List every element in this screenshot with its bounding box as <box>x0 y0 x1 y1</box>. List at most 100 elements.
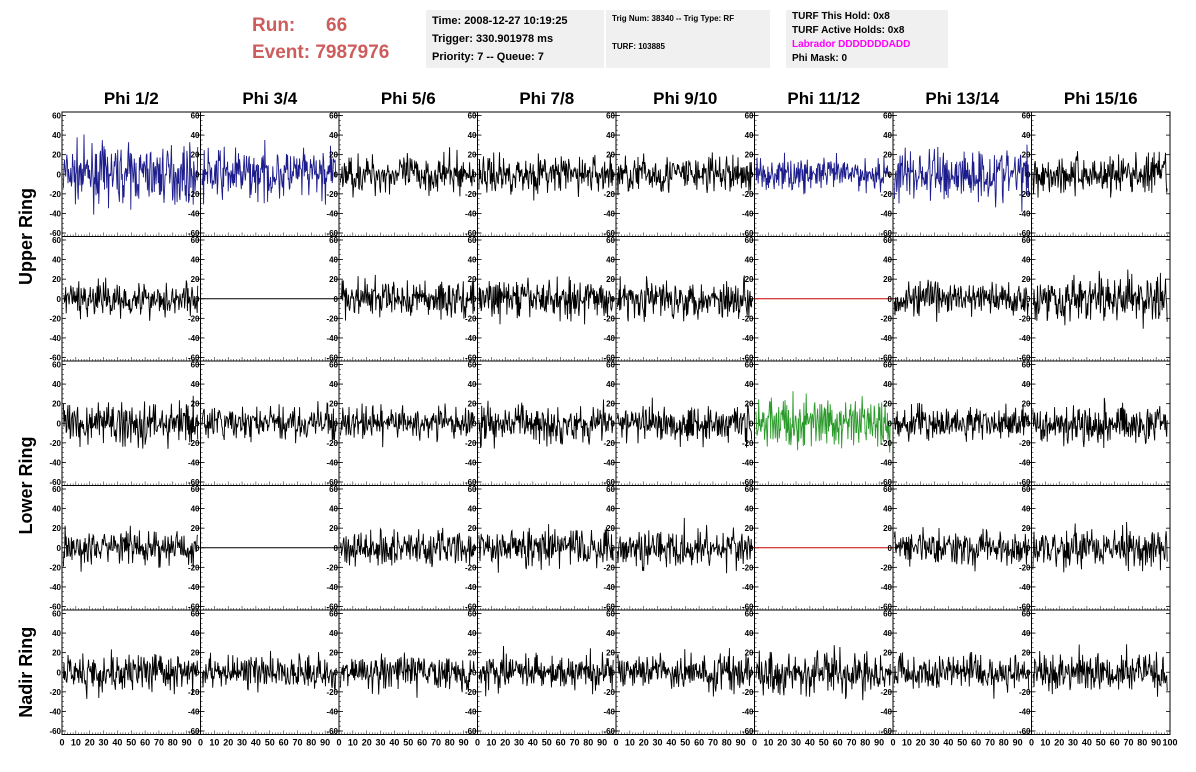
y-tick-label: 20 <box>745 649 754 658</box>
x-tick-label: 0 <box>475 738 480 748</box>
y-tick-label: -20 <box>49 439 61 448</box>
y-tick-label: 0 <box>888 668 893 677</box>
y-tick-label: 40 <box>191 256 200 265</box>
x-tick-label: 90 <box>597 738 607 748</box>
y-tick-label: -60 <box>1019 229 1031 238</box>
column-title: Phi 3/4 <box>242 89 297 108</box>
y-tick-label: 60 <box>606 361 615 370</box>
y-tick-label: -60 <box>603 603 615 612</box>
y-tick-label: -20 <box>465 563 477 572</box>
y-tick-label: 40 <box>329 505 338 514</box>
x-tick-label: 20 <box>500 738 510 748</box>
y-tick-label: -20 <box>1019 688 1031 697</box>
y-tick-label: -40 <box>326 334 338 343</box>
waveform-trace <box>201 650 337 693</box>
x-tick-label: 70 <box>985 738 995 748</box>
y-tick-label: 20 <box>883 151 892 160</box>
y-tick-label: -20 <box>326 563 338 572</box>
waveform-trace <box>478 152 614 201</box>
y-tick-label: 60 <box>606 236 615 245</box>
y-tick-label: 60 <box>1022 485 1031 494</box>
y-tick-label: 40 <box>191 629 200 638</box>
y-tick-label: 0 <box>1026 419 1031 428</box>
y-tick-label: -60 <box>880 727 892 736</box>
y-tick-label: 0 <box>334 668 339 677</box>
y-tick-label: 20 <box>606 151 615 160</box>
y-tick-label: 40 <box>745 380 754 389</box>
y-tick-label: -60 <box>188 478 200 487</box>
y-tick-label: 40 <box>52 380 61 389</box>
column-title: Phi 5/6 <box>381 89 436 108</box>
y-tick-label: -40 <box>1019 209 1031 218</box>
y-tick-label: -60 <box>49 727 61 736</box>
x-tick-label: 20 <box>916 738 926 748</box>
y-tick-label: 0 <box>749 668 754 677</box>
y-tick-label: 20 <box>52 649 61 658</box>
x-tick-label: 60 <box>140 738 150 748</box>
run-value: 66 <box>326 15 348 36</box>
y-tick-label: -40 <box>326 458 338 467</box>
y-tick-label: -20 <box>1019 190 1031 199</box>
waveform-trace <box>893 527 1030 572</box>
y-tick-label: 20 <box>883 649 892 658</box>
x-tick-label: 30 <box>237 738 247 748</box>
y-tick-label: 40 <box>883 380 892 389</box>
y-tick-label: -20 <box>742 563 754 572</box>
x-tick-label: 60 <box>417 738 427 748</box>
y-tick-label: 60 <box>329 485 338 494</box>
y-tick-label: 20 <box>468 275 477 284</box>
y-tick-label: -60 <box>326 603 338 612</box>
x-tick-label: 20 <box>639 738 649 748</box>
y-tick-label: -40 <box>742 707 754 716</box>
y-tick-label: 20 <box>745 524 754 533</box>
y-tick-label: -20 <box>465 314 477 323</box>
y-tick-label: 20 <box>52 524 61 533</box>
y-tick-label: 0 <box>334 295 339 304</box>
y-tick-label: 40 <box>606 629 615 638</box>
waveform-trace <box>339 274 476 321</box>
y-tick-label: -20 <box>880 190 892 199</box>
y-tick-label: -40 <box>49 583 61 592</box>
column-title: Phi 11/12 <box>787 89 860 108</box>
y-tick-label: -20 <box>188 439 200 448</box>
x-tick-label: 10 <box>625 738 635 748</box>
x-tick-label: 50 <box>957 738 967 748</box>
waveform-trace <box>339 652 476 698</box>
waveform-trace <box>478 399 614 449</box>
event-label: Event: <box>252 42 311 63</box>
y-tick-label: 20 <box>329 151 338 160</box>
x-tick-label: 0 <box>198 738 203 748</box>
y-tick-label: -40 <box>49 458 61 467</box>
x-tick-label: 40 <box>112 738 122 748</box>
x-tick-label: 30 <box>1068 738 1078 748</box>
y-tick-label: -40 <box>188 334 200 343</box>
y-tick-label: -20 <box>603 439 615 448</box>
y-tick-label: 20 <box>1022 275 1031 284</box>
waveform-trace <box>893 279 1030 322</box>
y-tick-label: 20 <box>606 400 615 409</box>
waveform-trace <box>616 517 753 574</box>
y-tick-label: 60 <box>52 485 61 494</box>
run-event-block: Run: 66 Event: 7987976 <box>252 12 389 66</box>
y-tick-label: 60 <box>606 112 615 121</box>
y-tick-label: -20 <box>880 688 892 697</box>
y-tick-label: -20 <box>1019 314 1031 323</box>
y-tick-label: -40 <box>603 458 615 467</box>
column-title: Phi 13/14 <box>925 89 999 108</box>
x-tick-label: 10 <box>902 738 912 748</box>
y-tick-label: 40 <box>606 131 615 140</box>
y-tick-label: 0 <box>472 544 477 553</box>
y-tick-label: -20 <box>1019 439 1031 448</box>
y-tick-label: 20 <box>468 151 477 160</box>
y-tick-label: 0 <box>334 419 339 428</box>
y-tick-label: -20 <box>326 190 338 199</box>
x-tick-label: 90 <box>1151 738 1161 748</box>
x-tick-label: 40 <box>805 738 815 748</box>
waveform-trace <box>1032 644 1168 697</box>
y-tick-label: -60 <box>465 603 477 612</box>
y-tick-label: -40 <box>188 209 200 218</box>
y-tick-label: 20 <box>745 151 754 160</box>
y-tick-label: 20 <box>191 275 200 284</box>
y-tick-label: 40 <box>329 629 338 638</box>
